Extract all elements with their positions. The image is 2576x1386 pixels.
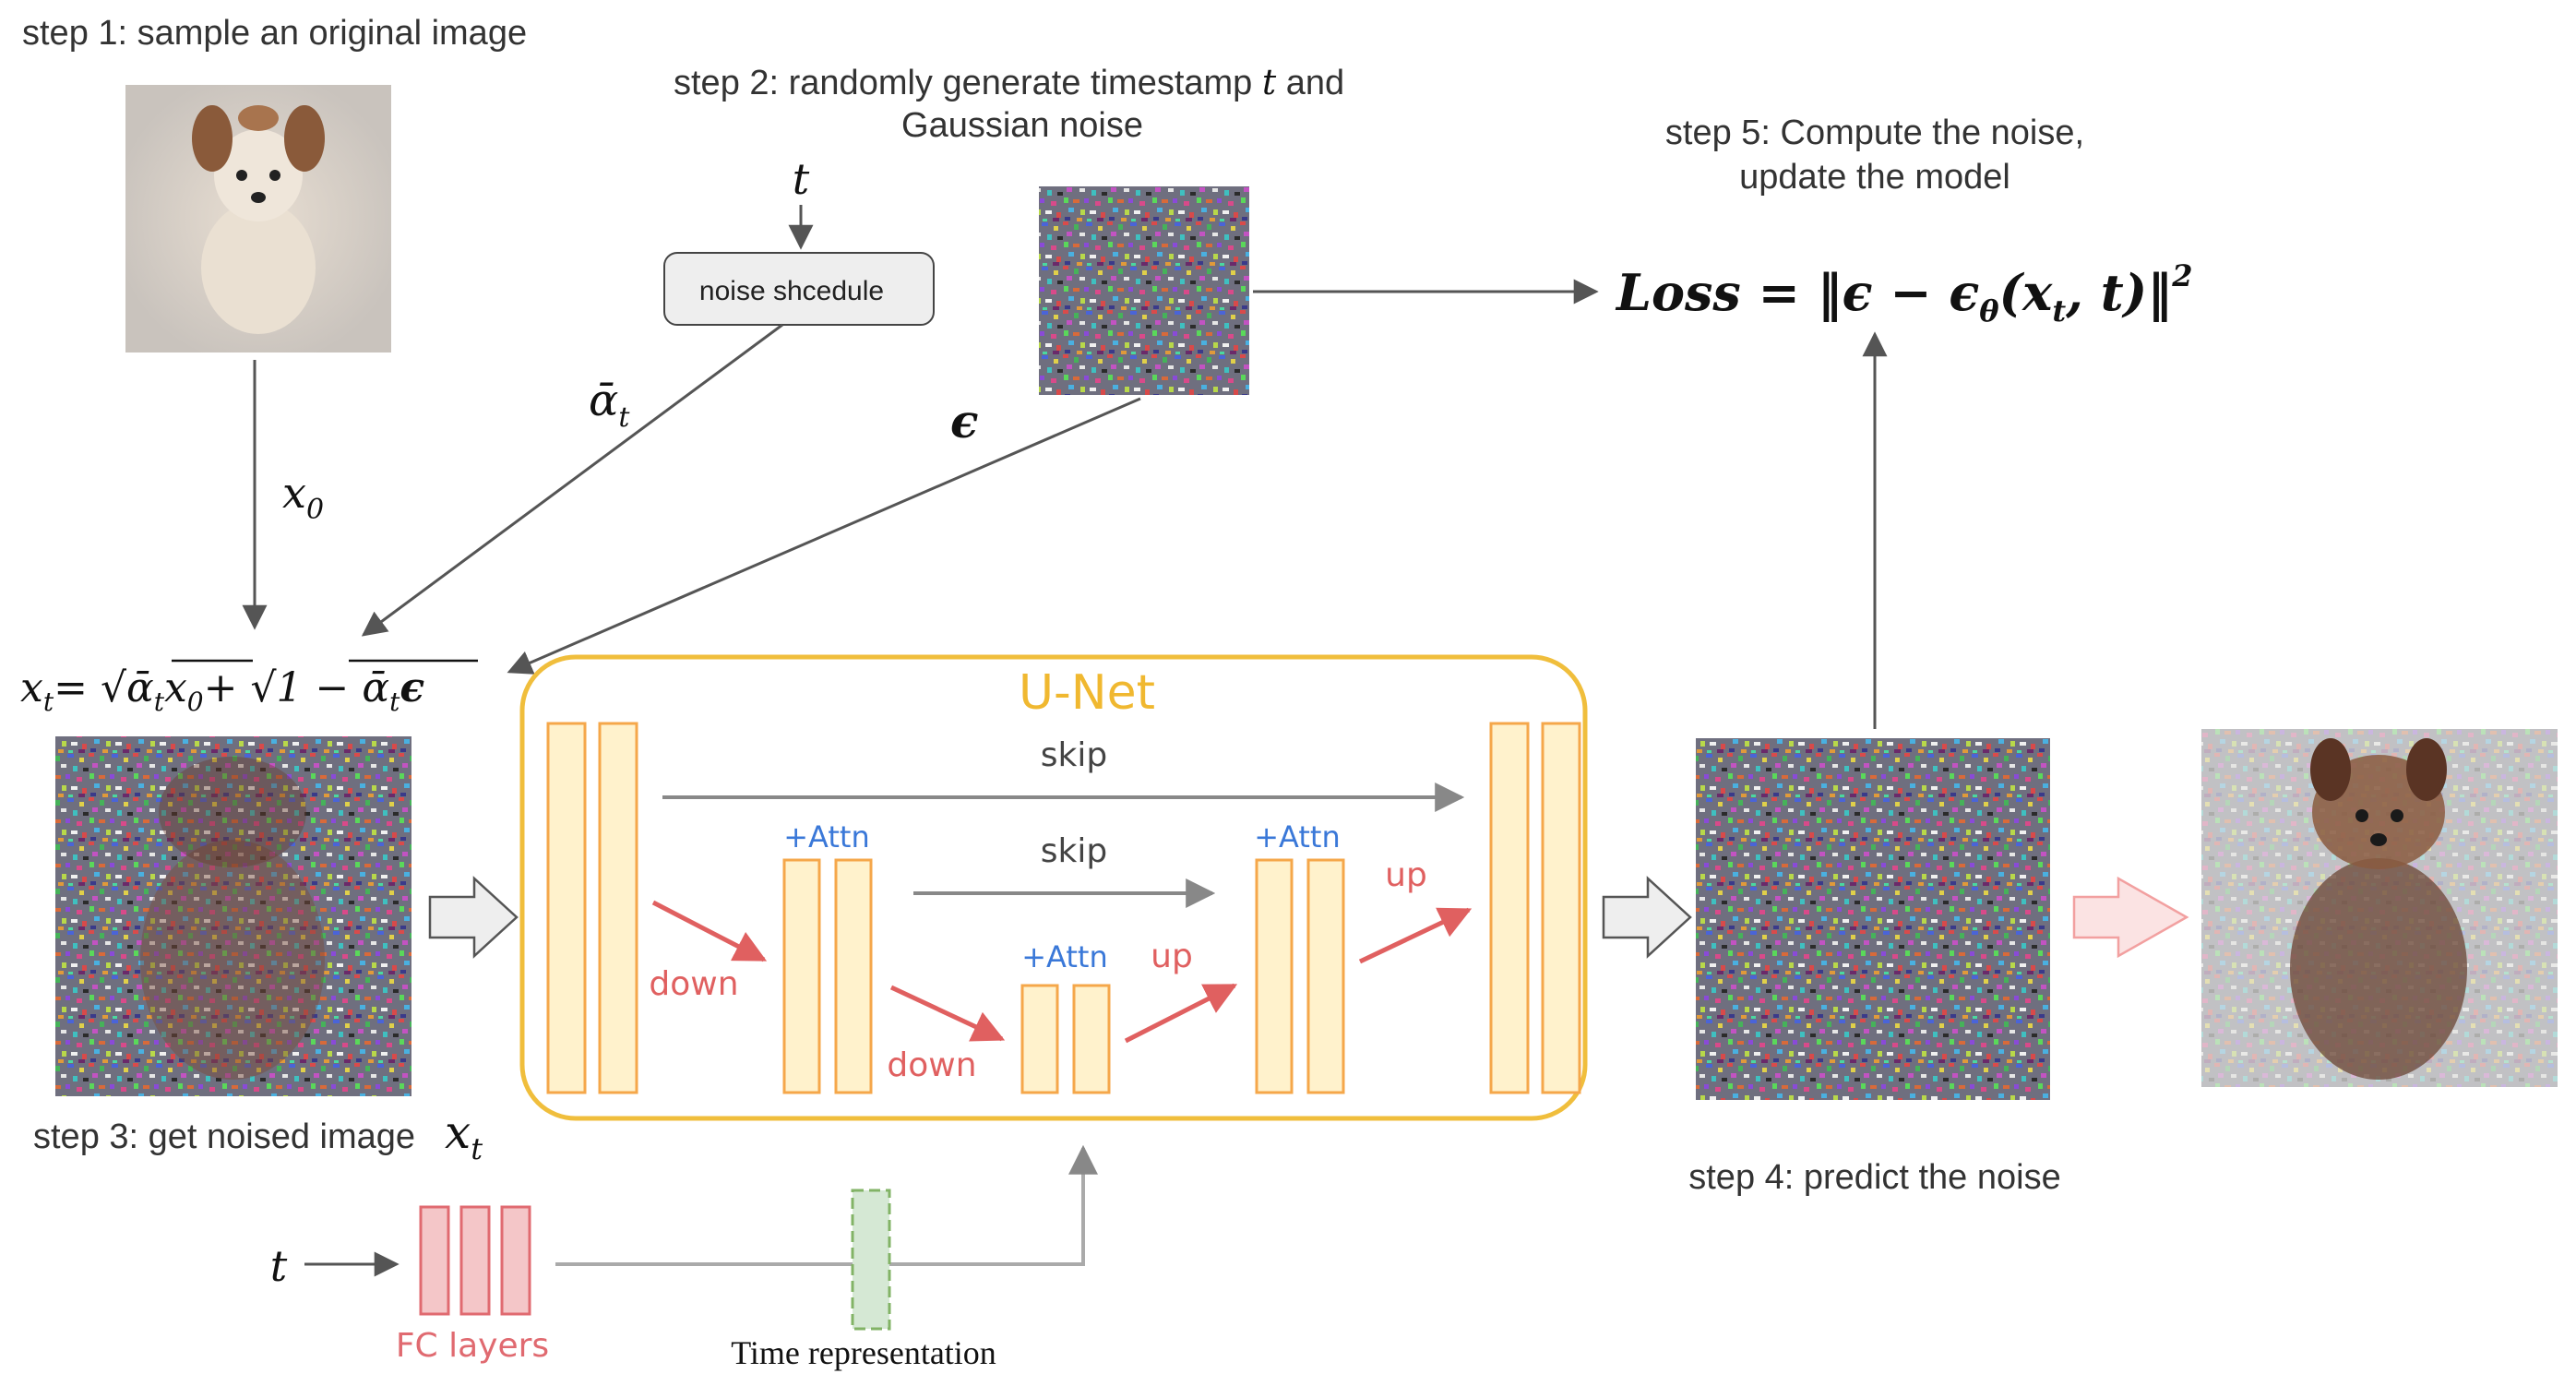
down-arrow-2: [889, 985, 1006, 1042]
xt-equation: xt= √ᾱtx0+ √1 − ᾱtϵ: [20, 659, 478, 717]
attn-label-2: +Attn: [1021, 939, 1108, 974]
input-block-arrow: [428, 876, 519, 959]
up-label-1: up: [1151, 938, 1193, 975]
attn-label-3: +Attn: [1254, 819, 1341, 854]
time-to-unet-arrow: [555, 1144, 1098, 1266]
decoder-block-1b: [1541, 722, 1581, 1094]
original-dog-image: [125, 85, 391, 352]
up-arrow-1: [1124, 983, 1238, 1044]
step5-label-line2: update the model: [1739, 158, 2010, 197]
t-bottom-label: t: [270, 1241, 288, 1291]
encoder-block-2a: [782, 858, 821, 1094]
noised-dog-image: [55, 736, 411, 1096]
time-representation-label: Time representation: [731, 1334, 996, 1371]
noise-schedule-box: [663, 252, 935, 326]
output-block-arrow: [1602, 876, 1692, 959]
attn-label-1: +Attn: [783, 819, 870, 854]
skip-mid-label: skip: [1041, 832, 1107, 870]
down-label-2: down: [887, 1046, 976, 1084]
step3-label: step 3: get noised image: [33, 1117, 415, 1156]
step3-xt-symbol: xt: [445, 1105, 483, 1166]
epsilon-label: ϵ: [950, 394, 978, 448]
step2-label-line1: step 2: randomly generate timestamp t an…: [674, 62, 1344, 102]
decoder-block-2a: [1255, 858, 1294, 1094]
step1-label: step 1: sample an original image: [22, 14, 527, 53]
decoder-block-1a: [1489, 722, 1530, 1094]
noise-schedule-label: noise shcedule: [699, 276, 884, 306]
alpha-bar-arrow: [361, 323, 783, 637]
skip-top-label: skip: [1041, 736, 1107, 774]
alpha-bar-label: ᾱt: [589, 375, 630, 434]
unet-container: [519, 654, 1588, 1121]
predicted-noise-image: [1696, 738, 2050, 1100]
decoder-block-2b: [1306, 858, 1345, 1094]
svg-text:Loss = ‖ϵ − ϵθ(xt, t)‖2: Loss = ‖ϵ − ϵθ(xt, t)‖2: [1615, 258, 2192, 329]
fc-layers-blocks: [419, 1205, 531, 1316]
unet-title: U-Net: [1019, 665, 1155, 721]
epsilon-arrow: [507, 397, 1141, 675]
up-label-2: up: [1385, 856, 1427, 894]
t-top-label: t: [793, 154, 810, 204]
down-arrow-1: [651, 900, 768, 962]
time-representation-block: [851, 1189, 891, 1331]
x0-label: x0: [282, 468, 324, 526]
bottleneck-block-a: [1020, 984, 1059, 1094]
step2-label-line2: Gaussian noise: [901, 106, 1143, 145]
encoder-block-2b: [834, 858, 873, 1094]
denoise-block-arrow: [2072, 876, 2189, 959]
denoised-dog-image: [2201, 729, 2558, 1087]
down-label-1: down: [649, 965, 738, 1003]
loss-equation: Loss = ‖ϵ − ϵθ(xt, t)‖2: [1615, 258, 2192, 329]
svg-text:xt= √ᾱtx0+ √1 − ᾱtϵ: xt= √ᾱtx0+ √1 − ᾱtϵ: [20, 664, 424, 717]
step4-label: step 4: predict the noise: [1688, 1158, 2060, 1197]
fc-layers-label: FC layers: [396, 1327, 549, 1365]
step5-label-line1: step 5: Compute the noise,: [1665, 114, 2084, 152]
encoder-block-1a: [546, 722, 587, 1094]
up-arrow-2: [1358, 907, 1473, 964]
unet-blocks: [546, 722, 1581, 1094]
encoder-block-1b: [598, 722, 638, 1094]
bottleneck-block-b: [1072, 984, 1111, 1094]
gaussian-noise-image: [1039, 186, 1249, 395]
